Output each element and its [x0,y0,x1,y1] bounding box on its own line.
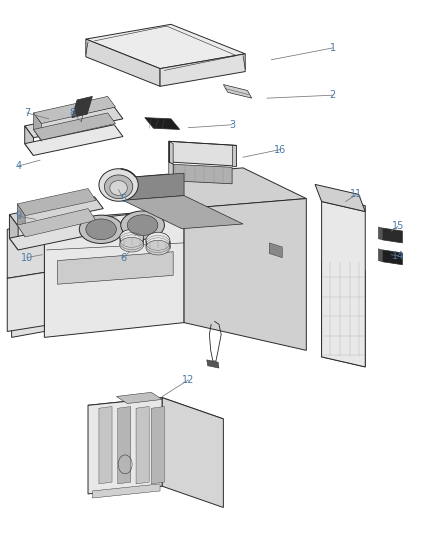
Polygon shape [17,208,96,237]
Polygon shape [88,398,223,426]
Polygon shape [232,146,237,166]
Polygon shape [10,214,18,250]
Text: 1: 1 [329,43,336,53]
Polygon shape [123,196,243,229]
Ellipse shape [146,232,170,249]
Polygon shape [25,126,33,156]
Polygon shape [86,39,160,86]
Text: 9: 9 [15,211,21,221]
Polygon shape [160,54,245,86]
Ellipse shape [99,169,138,201]
Text: 3: 3 [229,120,235,130]
Polygon shape [315,184,365,212]
Text: 16: 16 [274,144,286,155]
Polygon shape [169,141,173,164]
Polygon shape [33,113,116,140]
Polygon shape [145,118,180,130]
Polygon shape [17,204,25,237]
Polygon shape [72,96,92,118]
Polygon shape [151,407,164,484]
Ellipse shape [121,211,164,239]
Text: 4: 4 [15,161,21,171]
Text: 6: 6 [120,253,126,263]
Polygon shape [378,249,383,262]
Polygon shape [33,113,41,141]
Polygon shape [57,252,173,284]
Polygon shape [123,173,184,200]
Polygon shape [321,201,365,367]
Polygon shape [10,221,103,250]
Polygon shape [44,208,188,250]
Text: 10: 10 [21,253,33,263]
Polygon shape [162,398,223,507]
Ellipse shape [146,240,170,255]
Text: 14: 14 [392,251,404,261]
Polygon shape [117,392,162,403]
Polygon shape [118,407,131,484]
Text: 7: 7 [24,108,30,118]
Text: 8: 8 [70,108,76,118]
Polygon shape [99,407,112,484]
Text: 2: 2 [329,90,336,100]
Polygon shape [184,199,306,350]
Polygon shape [12,290,44,337]
Ellipse shape [104,175,133,199]
Polygon shape [321,196,365,212]
Polygon shape [86,25,245,69]
Polygon shape [383,228,403,243]
Polygon shape [383,250,403,265]
Polygon shape [17,189,96,216]
Polygon shape [321,261,365,367]
Ellipse shape [86,219,117,240]
Ellipse shape [120,229,144,246]
Text: 12: 12 [182,375,194,385]
Polygon shape [207,360,219,368]
Polygon shape [7,272,44,332]
Polygon shape [223,85,252,98]
Polygon shape [7,223,44,278]
Polygon shape [92,484,160,498]
Polygon shape [136,407,149,484]
Ellipse shape [127,215,158,236]
Polygon shape [269,243,283,257]
Ellipse shape [110,181,127,195]
Polygon shape [123,168,306,208]
Polygon shape [173,164,232,184]
Polygon shape [88,398,162,494]
Polygon shape [25,125,123,156]
Polygon shape [169,162,173,181]
Ellipse shape [120,237,144,252]
Polygon shape [378,227,383,240]
Polygon shape [10,197,103,227]
Polygon shape [25,107,123,138]
Ellipse shape [79,215,123,244]
Text: 5: 5 [120,193,126,204]
Polygon shape [44,208,184,337]
Polygon shape [169,141,237,166]
Text: 15: 15 [392,221,404,231]
Polygon shape [33,96,116,124]
Polygon shape [12,281,44,296]
Text: 11: 11 [350,189,363,199]
